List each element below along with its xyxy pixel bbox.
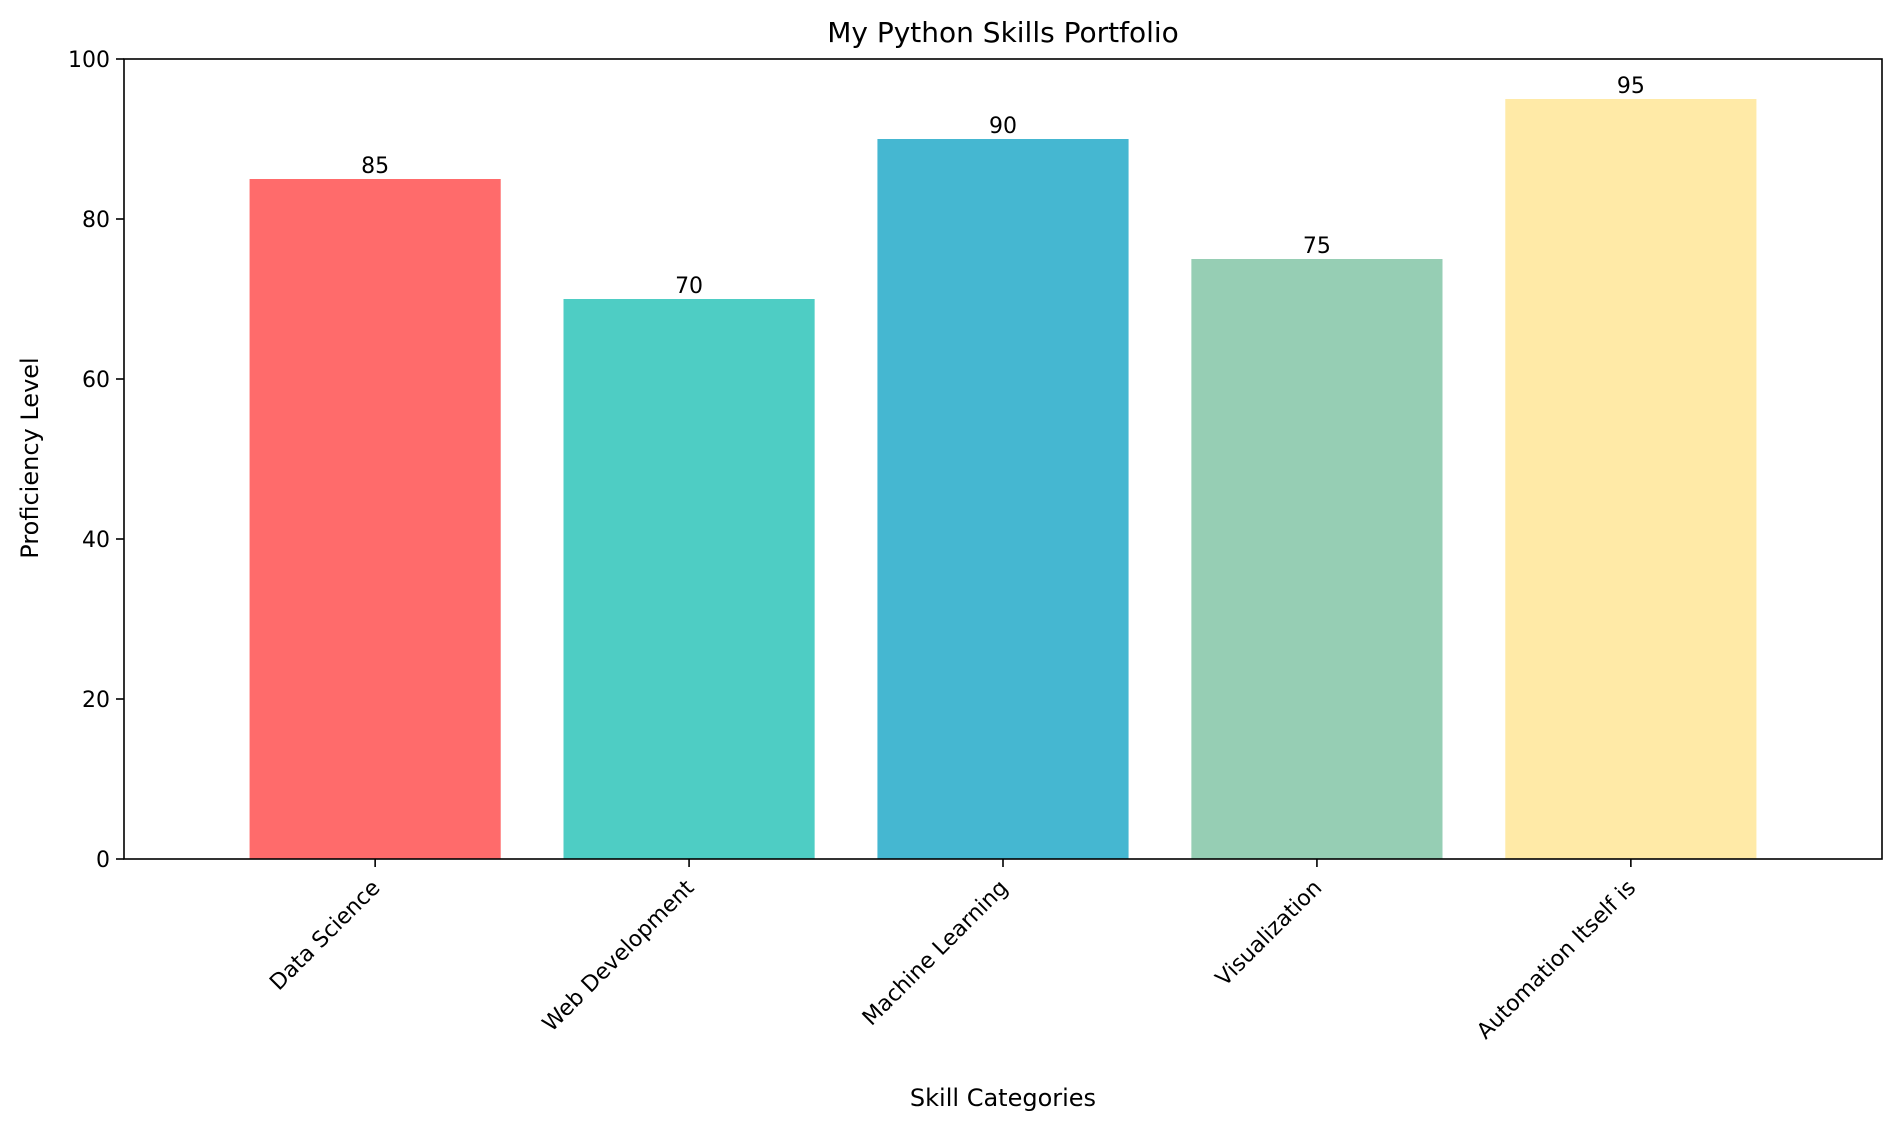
y-tick-label-0: 0 [96,848,110,873]
chart-title: My Python Skills Portfolio [827,16,1179,49]
x-tick-label-4: Automation Itself is [1472,876,1641,1045]
bar-2 [877,139,1129,859]
bar-4 [1505,99,1757,859]
bar-0 [249,179,501,859]
y-tick-label-1: 20 [82,688,110,713]
data-label-4: 95 [1617,74,1645,99]
x-axis-label: Skill Categories [910,1084,1096,1112]
bar-3 [1191,259,1443,859]
x-tick-label-1: Web Development [538,875,700,1037]
data-labels-layer: 85 70 90 75 95 [361,74,1645,299]
y-tick-label-5: 100 [68,48,110,73]
y-axis-ticks: 0 20 40 60 80 100 [68,48,124,873]
bars-layer [249,99,1757,859]
y-tick-label-2: 40 [82,528,110,553]
data-label-1: 70 [675,274,703,299]
y-tick-label-4: 80 [82,208,110,233]
x-tick-label-0: Data Science [265,876,385,996]
data-label-0: 85 [361,154,389,179]
y-tick-label-3: 60 [82,368,110,393]
x-tick-label-3: Visualization [1211,876,1327,992]
bar-1 [563,299,815,859]
data-label-2: 90 [989,114,1017,139]
x-axis-ticks: Data Science Web Development Machine Learn… [265,859,1641,1044]
plot-frame [123,58,1883,860]
data-label-3: 75 [1303,234,1331,259]
y-axis-label: Proficiency Level [16,357,44,558]
x-tick-label-2: Machine Learning [858,876,1013,1031]
